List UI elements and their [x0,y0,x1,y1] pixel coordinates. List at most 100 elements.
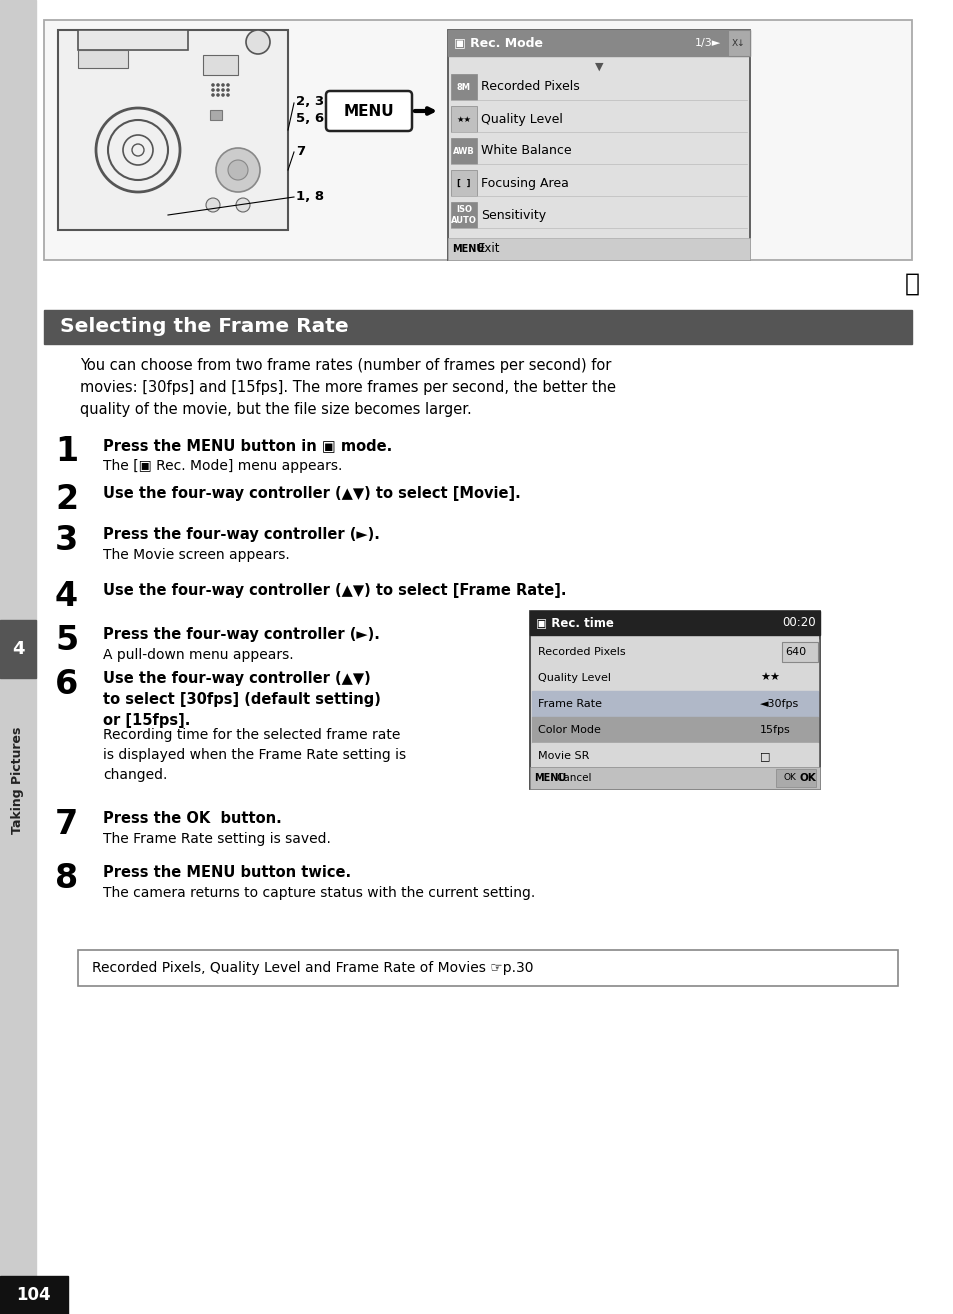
Circle shape [221,88,225,92]
Bar [78,50,128,68]
Text: Movie SR: Movie SR [537,752,589,761]
Bar [451,170,476,196]
Text: Recorded Pixels: Recorded Pixels [537,646,625,657]
Bar [532,665,817,691]
FancyBboxPatch shape [326,91,412,131]
Bar [532,742,817,769]
Text: The [▣ Rec. Mode] menu appears.: The [▣ Rec. Mode] menu appears. [103,459,342,473]
Circle shape [211,83,214,87]
Text: A pull-down menu appears.: A pull-down menu appears. [103,648,294,662]
Text: 00:20: 00:20 [781,616,815,629]
Text: You can choose from two frame rates (number of frames per second) for
movies: [3: You can choose from two frame rates (num… [80,357,616,418]
Text: X↓: X↓ [731,38,745,47]
Text: Quality Level: Quality Level [480,113,562,126]
Text: Focusing Area: Focusing Area [480,176,568,189]
Text: Press the four-way controller (►).: Press the four-way controller (►). [103,627,379,643]
Bar [530,611,820,635]
Text: 2, 3, 4,: 2, 3, 4, [295,95,348,108]
Bar [451,138,476,164]
Bar [0,0,36,1314]
Text: Press the four-way controller (►).: Press the four-way controller (►). [103,527,379,541]
Text: ◄30fps: ◄30fps [760,699,799,710]
Bar [0,620,36,678]
Text: 104: 104 [16,1286,51,1303]
Text: 6: 6 [55,668,78,700]
Bar [203,55,237,75]
Circle shape [226,93,230,97]
Text: 15fps: 15fps [760,725,790,735]
Circle shape [246,30,270,54]
Text: ISO
AUTO: ISO AUTO [451,205,476,225]
Text: 4: 4 [55,579,78,614]
Text: 8M: 8M [456,83,471,92]
Bar [451,202,476,229]
Text: 7: 7 [295,145,305,158]
Bar [530,767,820,788]
Text: Recorded Pixels: Recorded Pixels [480,80,579,93]
Text: 4: 4 [11,640,24,658]
Circle shape [216,93,219,97]
Text: Use the four-way controller (▲▼)
to select [30fps] (default setting)
or [15fps].: Use the four-way controller (▲▼) to sele… [103,671,380,728]
Text: Press the OK  button.: Press the OK button. [103,811,281,827]
Bar [727,30,749,57]
Text: □: □ [760,752,770,761]
Text: MENU: MENU [534,773,566,783]
Bar [44,310,911,344]
Text: Taking Pictures: Taking Pictures [11,727,25,833]
Text: ▣ Rec. time: ▣ Rec. time [536,616,613,629]
Text: White Balance: White Balance [480,145,571,158]
Text: The Frame Rate setting is saved.: The Frame Rate setting is saved. [103,832,331,846]
Text: Selecting the Frame Rate: Selecting the Frame Rate [60,318,348,336]
Bar [532,691,817,717]
Bar [448,238,749,260]
Text: ▼: ▼ [594,62,602,72]
Text: Cancel: Cancel [556,773,591,783]
Text: 8: 8 [55,862,78,895]
Text: Use the four-way controller (▲▼) to select [Movie].: Use the four-way controller (▲▼) to sele… [103,486,520,501]
Text: The camera returns to capture status with the current setting.: The camera returns to capture status wit… [103,886,535,900]
Bar [781,643,817,662]
Text: Press the MENU button in ▣ mode.: Press the MENU button in ▣ mode. [103,438,392,453]
Text: ★★: ★★ [456,114,471,124]
Bar [210,110,222,120]
Bar [775,769,815,787]
Text: ▣ Rec. Mode: ▣ Rec. Mode [454,37,542,50]
Bar [78,30,188,50]
Text: Color Mode: Color Mode [537,725,600,735]
Text: OK: OK [800,773,816,783]
Text: MENU: MENU [452,244,484,254]
Circle shape [226,88,230,92]
Text: 5: 5 [55,624,78,657]
Bar [448,30,749,260]
Text: 5, 6: 5, 6 [295,112,324,125]
Text: 1: 1 [55,435,78,468]
Circle shape [211,93,214,97]
Circle shape [206,198,220,212]
Bar [532,639,817,665]
Circle shape [216,83,219,87]
Text: MENU: MENU [343,104,394,118]
Text: 1/3►: 1/3► [695,38,720,49]
Circle shape [221,83,225,87]
Circle shape [211,88,214,92]
Text: Press the MENU button twice.: Press the MENU button twice. [103,865,351,880]
Text: 2: 2 [55,484,78,516]
Text: Quality Level: Quality Level [537,673,610,683]
Bar [0,1276,68,1314]
Text: Exit: Exit [477,243,500,255]
Bar [58,30,288,230]
Text: AWB: AWB [453,146,475,155]
Text: ★★: ★★ [760,673,780,683]
Text: [  ]: [ ] [456,179,470,188]
Bar [448,30,749,57]
Bar [451,106,476,131]
Bar [532,717,817,742]
Text: 7: 7 [55,808,78,841]
Bar [44,20,911,260]
Text: 🎥: 🎥 [903,272,919,296]
Text: OK: OK [783,774,796,783]
Circle shape [226,83,230,87]
Circle shape [228,160,248,180]
Text: Recording time for the selected frame rate
is displayed when the Frame Rate sett: Recording time for the selected frame ra… [103,728,406,782]
Text: Use the four-way controller (▲▼) to select [Frame Rate].: Use the four-way controller (▲▼) to sele… [103,583,566,598]
